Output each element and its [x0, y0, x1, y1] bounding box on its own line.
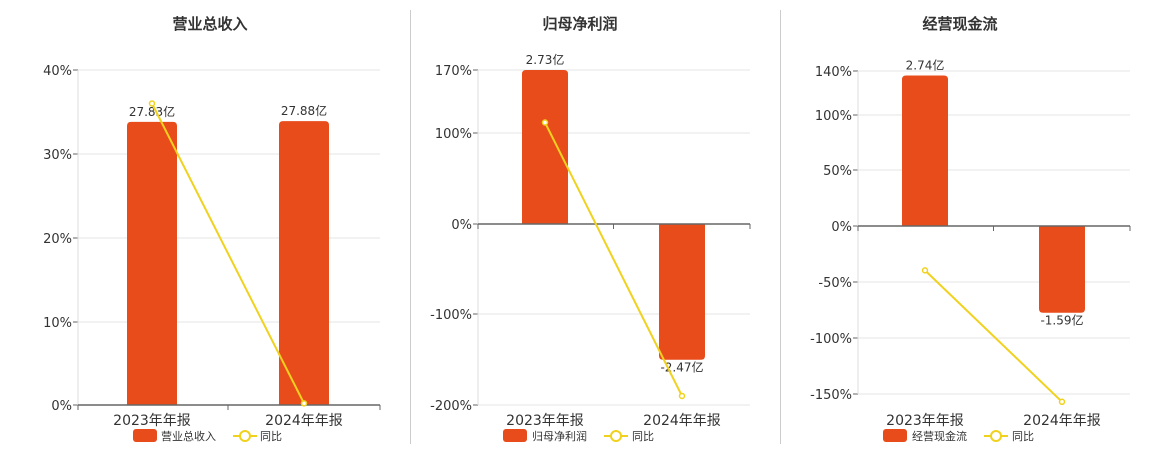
- chart-panel: 归母净利润 170% 100% 0% -100% -200% 2.73亿 -2.47亿 2023…: [430, 15, 751, 443]
- bar: [522, 70, 568, 224]
- chart-title: 营业总收入: [172, 15, 247, 33]
- y-tick-label: -150%: [810, 388, 852, 403]
- legend-bar-swatch: [133, 429, 157, 442]
- chart-title: 归母净利润: [542, 15, 617, 33]
- bar: [902, 75, 948, 226]
- bar: [1039, 226, 1085, 313]
- legend-line-marker: [990, 430, 1002, 442]
- yoy-point: [678, 392, 686, 400]
- bar: [127, 121, 177, 406]
- y-tick-label: -100%: [810, 332, 852, 347]
- y-tick-label: 100%: [435, 127, 472, 142]
- bar-data-label: 2.73亿: [526, 52, 565, 67]
- y-tick-label: 140%: [815, 65, 852, 80]
- y-tick-label: 0%: [51, 399, 72, 414]
- bar-data-label: 27.88亿: [281, 103, 327, 118]
- bar-data-label: -2.47亿: [660, 360, 703, 375]
- y-tick-label: 0%: [451, 218, 472, 233]
- legend-bar-label: 经营现金流: [912, 429, 967, 443]
- y-tick-label: 0%: [831, 220, 852, 235]
- chart-panel: 营业总收入 40% 30% 20% 10% 0% 27.83亿 27.88亿 2023年年报 20…: [43, 15, 381, 443]
- y-tick-label: 40%: [43, 64, 72, 79]
- yoy-point: [300, 400, 308, 407]
- y-tick-label: 50%: [823, 164, 852, 179]
- x-category-label: 2024年年报: [643, 413, 721, 429]
- legend-bar-swatch: [503, 429, 527, 442]
- y-tick-label: 20%: [43, 232, 72, 247]
- legend-line-marker: [239, 430, 251, 442]
- bar: [659, 224, 705, 360]
- bar-data-label: -1.59亿: [1040, 313, 1083, 328]
- x-category-label: 2024年年报: [265, 413, 343, 429]
- chart-panel: 经营现金流 140% 100% 50% 0% -50% -100% -150% 2.74亿 -1.…: [810, 15, 1131, 443]
- legend-bar-label: 营业总收入: [161, 429, 216, 443]
- legend-line-marker: [610, 430, 622, 442]
- yoy-line: [924, 269, 1063, 403]
- panel-divider: [780, 10, 781, 444]
- legend-line-label: 同比: [260, 430, 282, 443]
- yoy-line: [151, 103, 305, 404]
- y-tick-label: -200%: [430, 399, 472, 414]
- panel-divider: [410, 10, 411, 444]
- y-tick-label: -50%: [818, 276, 852, 291]
- yoy-point: [921, 267, 929, 274]
- legend-line-label: 同比: [632, 430, 654, 443]
- x-category-label: 2023年年报: [506, 413, 584, 429]
- legend-line-label: 同比: [1012, 430, 1034, 443]
- chart-title: 经营现金流: [922, 15, 997, 33]
- y-tick-label: 170%: [435, 64, 472, 79]
- y-tick-label: 10%: [43, 316, 72, 331]
- yoy-point: [541, 119, 549, 126]
- x-category-label: 2024年年报: [1023, 413, 1101, 429]
- y-tick-label: 30%: [43, 148, 72, 163]
- yoy-point: [1058, 398, 1066, 406]
- bar-data-label: 27.83亿: [129, 104, 175, 119]
- yoy-point: [148, 100, 156, 107]
- legend-bar-swatch: [883, 429, 907, 442]
- y-tick-label: 100%: [815, 109, 852, 124]
- bar-data-label: 2.74亿: [906, 57, 945, 72]
- legend-bar-label: 归母净利润: [532, 429, 587, 443]
- x-category-label: 2023年年报: [113, 413, 191, 429]
- y-tick-label: -100%: [430, 308, 472, 323]
- yoy-line: [544, 122, 683, 397]
- x-category-label: 2023年年报: [886, 413, 964, 429]
- bar: [279, 121, 329, 406]
